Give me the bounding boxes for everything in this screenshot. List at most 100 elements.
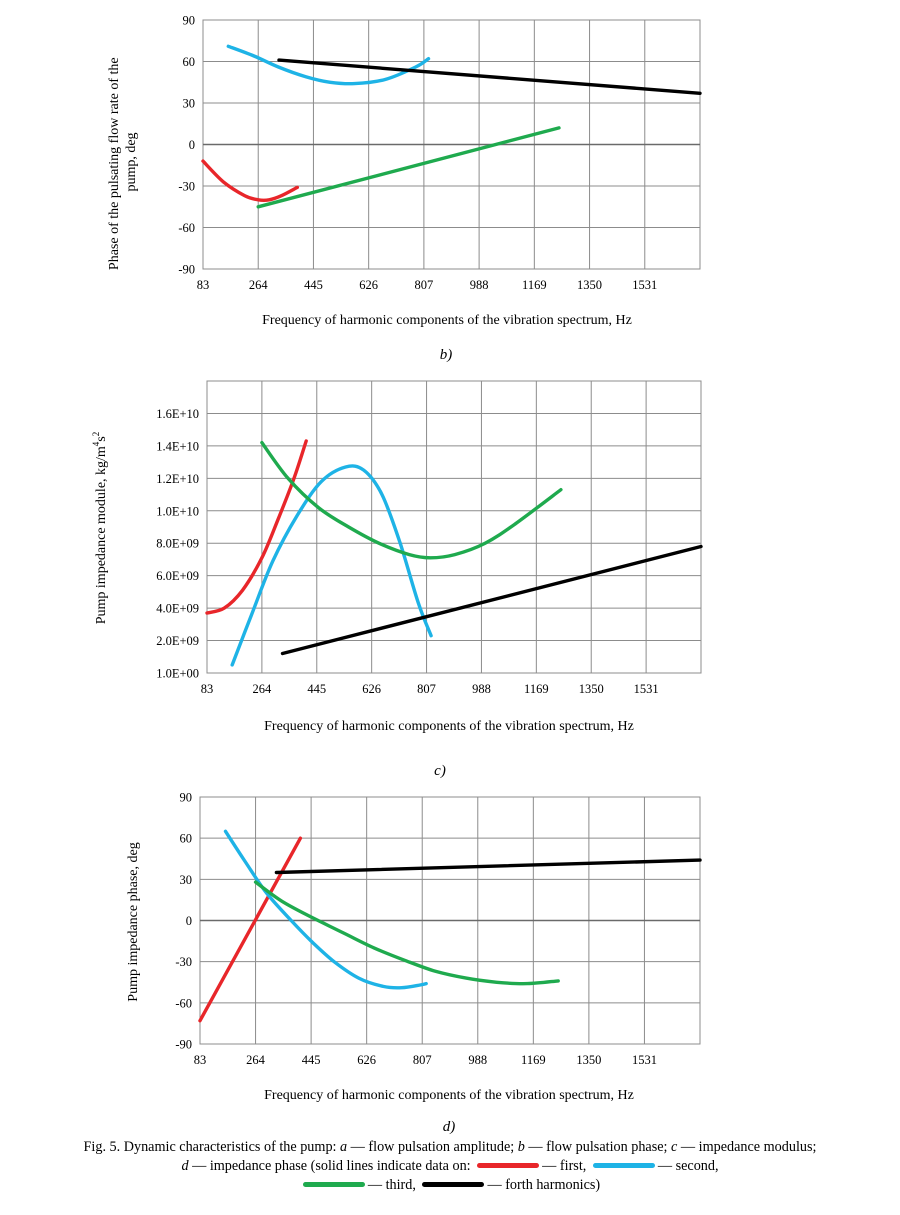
y-axis-label-d: Pump impedance phase, deg xyxy=(126,842,141,1001)
x-tick-label: 1169 xyxy=(521,1053,546,1067)
y-tick-label: 60 xyxy=(183,55,196,69)
x-tick-label: 1350 xyxy=(577,278,602,292)
series-line-fourth-harmonic xyxy=(280,544,703,656)
panel-letter-b: b) xyxy=(440,347,453,363)
legend-swatch-third xyxy=(302,1182,365,1188)
plot-area-c xyxy=(206,380,702,674)
y-tick-label: -30 xyxy=(175,955,192,969)
series-line-first-harmonic xyxy=(201,159,299,203)
chart-panel-c: Pump impedance module, kg/m4s2 Frequency… xyxy=(91,380,703,779)
x-tick-label: 83 xyxy=(201,682,214,696)
y-tick-label: 1.2E+10 xyxy=(156,472,199,486)
y-tick-label: -30 xyxy=(178,180,195,194)
y-tick-label: 1.4E+10 xyxy=(156,439,199,453)
series-line-first-harmonic xyxy=(205,439,308,615)
x-tick-label: 445 xyxy=(307,682,326,696)
caption-d-letter: d xyxy=(181,1158,189,1174)
x-tick-label: 626 xyxy=(359,278,378,292)
x-tick-label: 83 xyxy=(197,278,210,292)
y-tick-label: -90 xyxy=(175,1038,192,1052)
x-tick-label: 264 xyxy=(253,682,273,696)
x-tick-label: 988 xyxy=(472,682,491,696)
caption-prefix: Fig. 5. Dynamic characteristics of the p… xyxy=(83,1139,341,1155)
series-line-third-harmonic xyxy=(256,126,561,209)
y-tick-label: 90 xyxy=(180,791,193,805)
x-tick-label: 988 xyxy=(470,278,489,292)
y-tick-label: 0 xyxy=(189,138,195,152)
y-tick-label: 30 xyxy=(180,873,193,887)
legend-third: — third, xyxy=(367,1177,416,1193)
y-tick-label: 60 xyxy=(180,832,193,846)
legend-first: — first, xyxy=(542,1158,587,1174)
series-line-third-harmonic xyxy=(253,880,560,986)
x-tick-label: 807 xyxy=(417,682,436,696)
y-tick-label: 1.6E+10 xyxy=(156,407,199,421)
caption-b-text: — flow pulsation phase; xyxy=(524,1139,672,1155)
y-axis-label-c: Pump impedance module, kg/m4s2 xyxy=(91,432,109,625)
figure-caption: Fig. 5. Dynamic characteristics of the p… xyxy=(0,1138,900,1195)
legend-second: — second, xyxy=(657,1158,719,1174)
caption-line-1: Fig. 5. Dynamic characteristics of the p… xyxy=(0,1138,900,1157)
x-tick-label: 626 xyxy=(362,682,381,696)
y-tick-label: 1.0E+00 xyxy=(156,667,199,681)
series-line-second-harmonic xyxy=(230,464,433,667)
caption-line-3: — third, — forth harmonics) xyxy=(0,1176,900,1195)
series-line-first-harmonic xyxy=(198,836,303,1023)
y-tick-label: -60 xyxy=(178,221,195,235)
chart-panel-b: Phase of the pulsating flow rate of the … xyxy=(107,14,702,363)
caption-a-letter: a xyxy=(340,1139,348,1155)
y-tick-label: 1.0E+10 xyxy=(156,504,199,518)
y-tick-label: 4.0E+09 xyxy=(156,602,199,616)
y-axis-label-c-mid: s xyxy=(94,436,109,441)
chart-panel-d: Pump impedance phase, deg Frequency of h… xyxy=(126,791,702,1135)
x-tick-label: 1350 xyxy=(576,1053,601,1067)
y-axis-label-b-line1: Phase of the pulsating flow rate of the xyxy=(107,57,122,270)
x-tick-label: 1169 xyxy=(524,682,549,696)
caption-a-text: — flow pulsation amplitude; xyxy=(347,1139,518,1155)
y-tick-label: 0 xyxy=(186,914,192,928)
x-tick-label: 264 xyxy=(249,278,269,292)
caption-line-2: d — impedance phase (solid lines indicat… xyxy=(0,1157,900,1176)
x-tick-label: 1169 xyxy=(522,278,547,292)
legend-swatch-fourth xyxy=(422,1182,485,1188)
x-tick-label: 445 xyxy=(302,1053,321,1067)
x-tick-label: 83 xyxy=(194,1053,207,1067)
x-tick-label: 1531 xyxy=(632,278,657,292)
caption-b-letter: b xyxy=(517,1139,525,1155)
x-tick-label: 807 xyxy=(413,1053,432,1067)
series-line-fourth-harmonic xyxy=(277,58,702,95)
y-tick-label: -90 xyxy=(178,263,195,277)
y-tick-label: 6.0E+09 xyxy=(156,569,199,583)
x-tick-label: 626 xyxy=(357,1053,376,1067)
series-line-fourth-harmonic xyxy=(274,858,702,875)
x-tick-label: 1350 xyxy=(579,682,604,696)
y-axis-label-b: Phase of the pulsating flow rate of the … xyxy=(107,54,139,270)
y-axis-label-b-line2: pump, deg xyxy=(124,132,139,191)
legend-swatch-second xyxy=(592,1163,655,1169)
x-tick-label: 264 xyxy=(246,1053,266,1067)
x-tick-label: 1531 xyxy=(634,682,659,696)
x-axis-label-b: Frequency of harmonic components of the … xyxy=(262,313,632,328)
series-line-third-harmonic xyxy=(260,440,563,560)
x-axis-label-d: Frequency of harmonic components of the … xyxy=(264,1088,634,1103)
legend-fourth: — forth harmonics) xyxy=(487,1177,601,1193)
x-tick-label: 807 xyxy=(415,278,434,292)
y-tick-label: -60 xyxy=(175,996,192,1010)
x-tick-label: 1531 xyxy=(632,1053,657,1067)
panel-letter-c: c) xyxy=(434,763,446,779)
legend-swatch-first xyxy=(477,1163,540,1169)
y-tick-label: 2.0E+09 xyxy=(156,634,199,648)
y-axis-label-c-main: Pump impedance module, kg/m xyxy=(94,446,109,624)
y-axis-label-c-sup1: 4 xyxy=(91,441,101,446)
y-axis-label-c-sup2: 2 xyxy=(91,432,101,437)
y-tick-label: 30 xyxy=(183,97,196,111)
x-tick-label: 445 xyxy=(304,278,323,292)
y-tick-label: 90 xyxy=(183,14,196,28)
caption-c-text: — impedance modulus; xyxy=(677,1139,817,1155)
y-tick-label: 8.0E+09 xyxy=(156,537,199,551)
panel-letter-d: d) xyxy=(443,1119,456,1135)
caption-c-letter: c xyxy=(671,1139,678,1155)
caption-d-text: — impedance phase (solid lines indicate … xyxy=(188,1158,475,1174)
x-tick-label: 988 xyxy=(468,1053,487,1067)
